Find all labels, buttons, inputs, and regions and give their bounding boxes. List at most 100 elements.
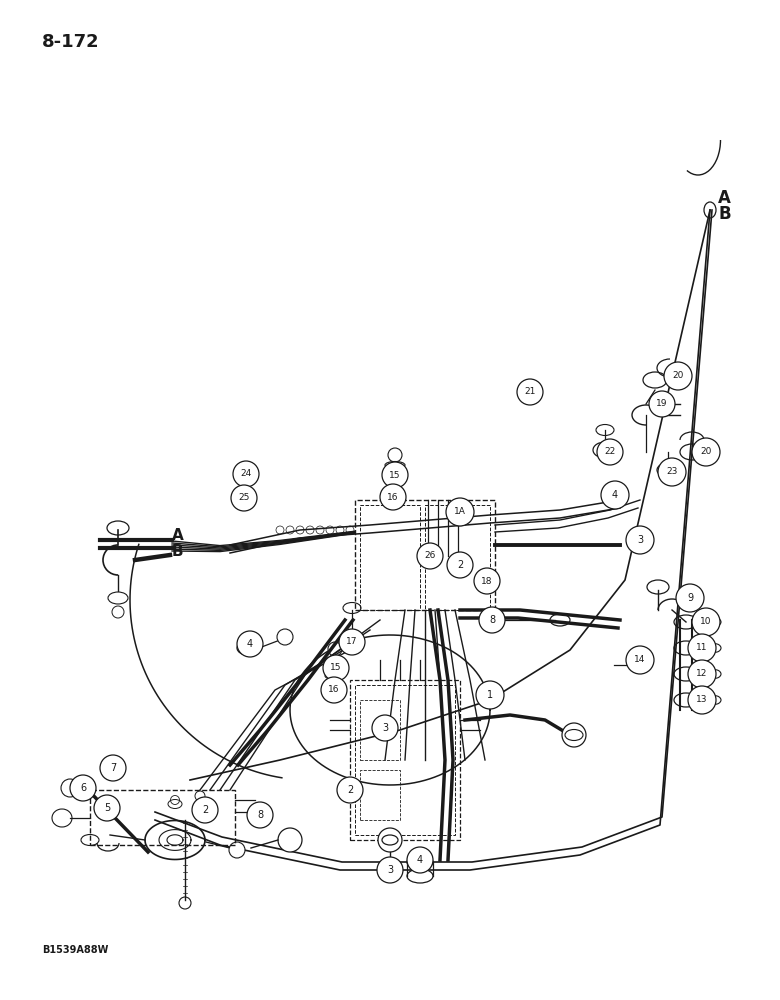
Text: 2: 2: [457, 560, 463, 570]
Text: 2: 2: [347, 785, 353, 795]
Ellipse shape: [326, 657, 344, 663]
Circle shape: [479, 607, 505, 633]
Circle shape: [676, 584, 704, 612]
Circle shape: [328, 642, 342, 656]
Text: 20: 20: [700, 448, 711, 456]
Circle shape: [447, 552, 473, 578]
Circle shape: [476, 681, 504, 709]
Circle shape: [70, 775, 96, 801]
Ellipse shape: [384, 477, 400, 484]
Circle shape: [626, 526, 654, 554]
Bar: [425, 505, 490, 610]
Text: 20: 20: [672, 371, 684, 380]
Text: 15: 15: [389, 471, 401, 480]
Text: 3: 3: [637, 535, 643, 545]
Circle shape: [417, 543, 443, 569]
Text: 8: 8: [257, 810, 263, 820]
Circle shape: [474, 568, 500, 594]
Bar: [360, 700, 400, 760]
Circle shape: [688, 634, 716, 662]
Bar: [350, 680, 460, 840]
Circle shape: [692, 608, 720, 636]
Circle shape: [377, 857, 403, 883]
Circle shape: [446, 498, 474, 526]
Circle shape: [626, 646, 654, 674]
Circle shape: [277, 629, 293, 645]
Circle shape: [597, 439, 623, 465]
Circle shape: [339, 629, 365, 655]
Circle shape: [388, 448, 402, 462]
Ellipse shape: [385, 462, 405, 468]
Text: A: A: [172, 528, 184, 544]
Circle shape: [323, 655, 349, 681]
Circle shape: [407, 847, 433, 873]
Text: 3: 3: [387, 865, 393, 875]
Circle shape: [664, 362, 692, 390]
Text: 8: 8: [489, 615, 495, 625]
Bar: [90, 790, 235, 845]
Circle shape: [380, 484, 406, 510]
Text: 4: 4: [247, 639, 253, 649]
Text: 8-172: 8-172: [42, 33, 100, 51]
Text: 26: 26: [424, 552, 436, 560]
Text: B1539A88W: B1539A88W: [42, 945, 108, 955]
Text: 24: 24: [240, 470, 252, 479]
Ellipse shape: [325, 673, 339, 679]
Circle shape: [192, 797, 218, 823]
Text: B: B: [718, 205, 731, 223]
Circle shape: [112, 606, 124, 618]
Text: 14: 14: [634, 656, 646, 664]
Circle shape: [337, 777, 363, 803]
Text: 9: 9: [687, 593, 693, 603]
Circle shape: [231, 485, 257, 511]
Circle shape: [658, 458, 686, 486]
Circle shape: [321, 677, 347, 703]
Circle shape: [517, 379, 543, 405]
Text: 15: 15: [330, 664, 342, 672]
Circle shape: [378, 828, 402, 852]
Circle shape: [229, 842, 245, 858]
Circle shape: [382, 462, 408, 488]
Text: 12: 12: [697, 670, 707, 678]
Circle shape: [61, 779, 79, 797]
Bar: [360, 505, 420, 610]
Text: 4: 4: [612, 490, 618, 500]
Text: 17: 17: [346, 638, 358, 647]
Circle shape: [94, 795, 120, 821]
Circle shape: [237, 631, 263, 657]
Text: 16: 16: [387, 492, 399, 502]
Text: B: B: [172, 544, 183, 560]
Circle shape: [562, 723, 586, 747]
Text: 11: 11: [697, 644, 707, 652]
Text: 10: 10: [700, 617, 711, 626]
Circle shape: [601, 481, 629, 509]
Circle shape: [692, 438, 720, 466]
Text: 1: 1: [487, 690, 493, 700]
Text: A: A: [718, 189, 731, 207]
Circle shape: [100, 755, 126, 781]
Circle shape: [688, 686, 716, 714]
Bar: [355, 685, 455, 835]
Circle shape: [383, 867, 397, 881]
Text: 16: 16: [328, 686, 340, 694]
Text: 4: 4: [417, 855, 423, 865]
Text: 3: 3: [382, 723, 388, 733]
Text: 18: 18: [481, 576, 493, 585]
Circle shape: [688, 660, 716, 688]
Text: 5: 5: [104, 803, 110, 813]
Text: 21: 21: [524, 387, 536, 396]
Text: 22: 22: [604, 448, 615, 456]
Text: 7: 7: [110, 763, 116, 773]
Text: 2: 2: [202, 805, 208, 815]
Circle shape: [233, 461, 259, 487]
Ellipse shape: [108, 592, 128, 604]
Text: 19: 19: [656, 399, 668, 408]
Text: 25: 25: [239, 493, 250, 502]
Text: 13: 13: [697, 696, 707, 704]
Text: 23: 23: [666, 468, 678, 477]
Text: 6: 6: [80, 783, 86, 793]
Circle shape: [372, 715, 398, 741]
Text: 1A: 1A: [454, 508, 466, 516]
Bar: [355, 500, 495, 610]
Circle shape: [247, 802, 273, 828]
